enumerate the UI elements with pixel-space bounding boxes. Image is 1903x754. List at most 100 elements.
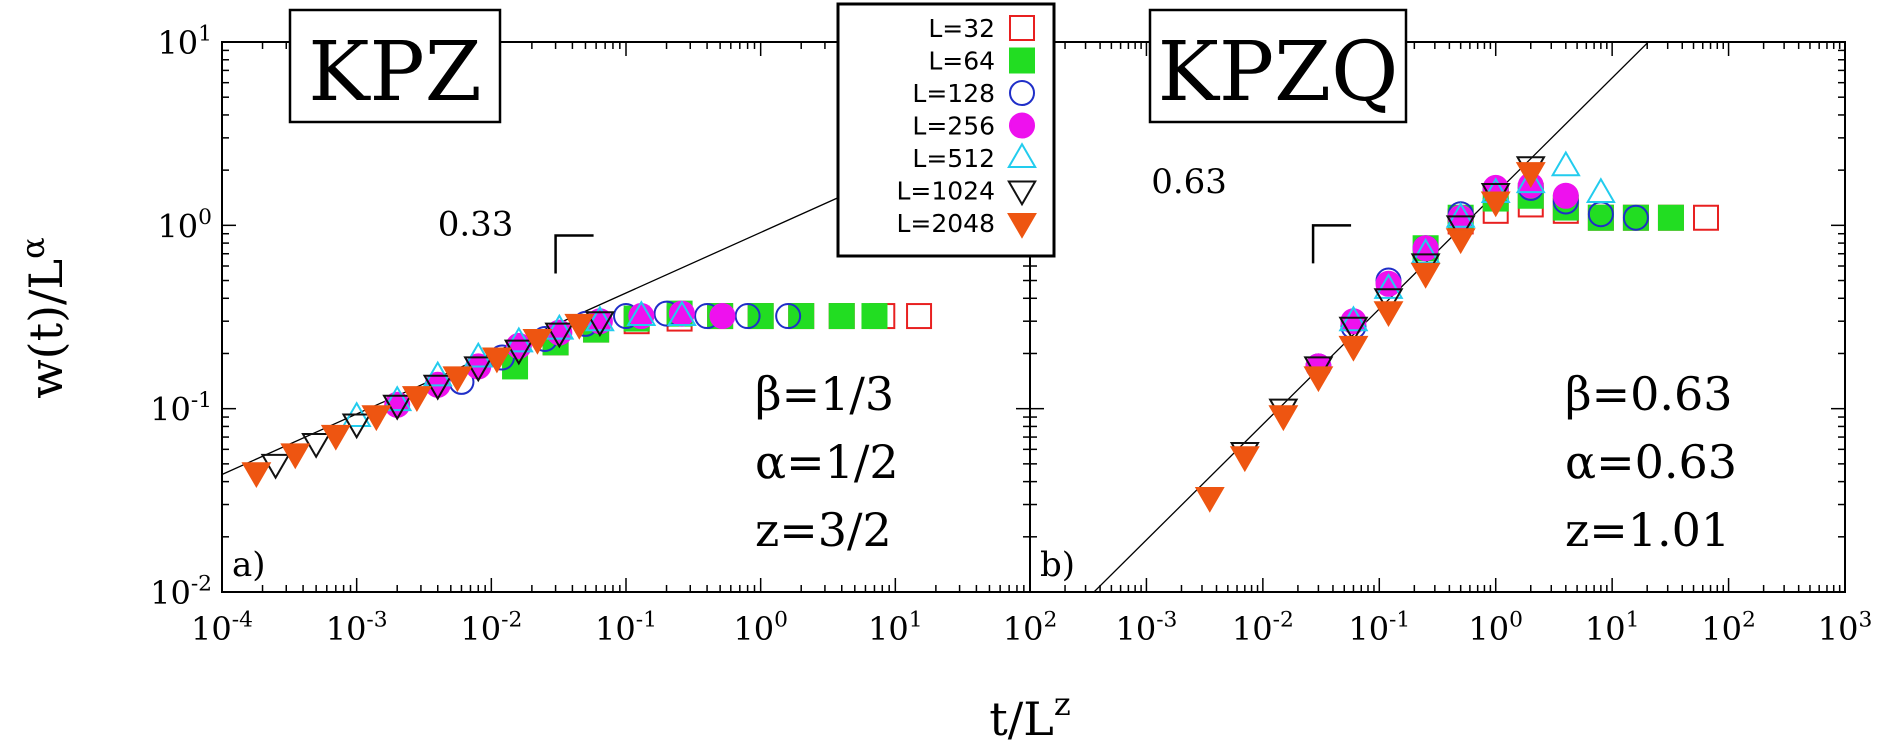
data-point [906, 303, 933, 330]
y-tick-label-a-base: 10 [157, 207, 198, 245]
param-a-2: z=3/2 [755, 503, 892, 557]
x-tick-label-b: 102 [1701, 608, 1756, 648]
data-point [1410, 262, 1441, 289]
panel-title-b: KPZQ [1158, 25, 1399, 120]
x-tick-label-a-exp: -2 [501, 608, 522, 633]
param-b-1: α=0.63 [1565, 435, 1737, 489]
x-tick-label-a-base: 10 [733, 610, 774, 648]
y-tick-label-a: 101 [157, 22, 212, 62]
data-point [668, 300, 695, 327]
x-axis-label-sup: z [1054, 685, 1071, 723]
y-axis-label-sup: α [14, 237, 52, 259]
data-point [481, 347, 512, 374]
legend-marker [1009, 15, 1035, 41]
panel-b-frame [1029, 41, 1846, 593]
data-point [788, 303, 815, 330]
param-b-2: z=1.01 [1565, 503, 1730, 557]
x-tick-label-a: 10-4 [191, 608, 253, 648]
data-point [320, 424, 351, 451]
data-point [1550, 150, 1581, 177]
series-a-L-2048 [241, 313, 595, 489]
data-point [1373, 273, 1404, 299]
panel-title-box-b [1148, 8, 1408, 124]
slope-marker-b [1311, 224, 1352, 264]
data-point [401, 386, 432, 412]
x-tick-label-b-exp: -2 [1273, 608, 1294, 633]
legend-marker [1007, 142, 1037, 168]
y-tick-label-a-exp: 0 [198, 205, 212, 230]
x-tick-label-b-exp: 0 [1509, 608, 1523, 633]
x-axis-label: t/Lz [989, 685, 1070, 746]
y-tick-label-a-exp: 1 [198, 22, 212, 47]
legend-label: L=1024 [897, 177, 996, 206]
x-tick-label-b-exp: 3 [1858, 608, 1872, 633]
y-tick-label-a: 10-1 [150, 388, 212, 428]
legend-label: L=256 [912, 112, 995, 141]
x-axis-label-base: t/L [989, 692, 1054, 746]
slope-marker-a [554, 234, 594, 274]
y-tick-label-a: 10-2 [150, 572, 212, 612]
panel-b: 10-3 10-2 10-1 100 101 102 1030.63KPZQβ=0.63α=… [1029, 8, 1873, 648]
plot-area-a [222, 110, 1030, 489]
data-point [1338, 316, 1369, 343]
legend-label: L=2048 [897, 209, 996, 238]
panel-label-a: a) [232, 545, 266, 585]
x-tick-label-b-base: 10 [1348, 610, 1389, 648]
data-point [301, 432, 332, 459]
data-point [463, 341, 494, 368]
x-tick-label-b-base: 10 [1701, 610, 1742, 648]
data-point [1338, 305, 1369, 332]
x-tick-label-a-exp: 1 [909, 608, 923, 633]
data-point [1410, 237, 1441, 264]
x-tick-label-b-exp: 2 [1742, 608, 1756, 633]
data-point [584, 311, 615, 337]
panel-title-box-a [288, 8, 502, 124]
data-point [584, 305, 615, 332]
x-tick-label-a-base: 10 [1003, 610, 1044, 648]
data-point [1338, 335, 1369, 362]
param-b-0: β=0.63 [1565, 367, 1733, 421]
panel-label-b: b) [1040, 545, 1075, 585]
data-point [422, 360, 453, 387]
data-point [1445, 215, 1476, 242]
data-point [861, 303, 888, 330]
param-a-0: β=1/3 [755, 367, 894, 421]
x-tick-label-b: 103 [1818, 608, 1873, 648]
legend-label: L=32 [928, 14, 995, 43]
y-tick-label-a-exp: -1 [191, 388, 212, 413]
legend-items: L=32 L=64 L=128 L=256 L=512 L=1024 L=2048 [897, 14, 1037, 239]
y-tick-label-a-base: 10 [150, 391, 191, 429]
x-tick-label-a: 10-2 [460, 608, 522, 648]
x-tick-label-b-base: 10 [1115, 610, 1156, 648]
data-point [1229, 446, 1260, 473]
data-point [1445, 228, 1476, 255]
x-tick-label-b-exp: 1 [1626, 608, 1640, 633]
data-point [1373, 288, 1404, 315]
data-point [522, 328, 553, 355]
data-point [544, 322, 575, 349]
legend: L=32 L=64 L=128 L=256 L=512 L=1024 L=2048 [836, 2, 1056, 258]
x-tick-label-a: 101 [868, 608, 923, 648]
data-point [1552, 182, 1579, 209]
data-point [463, 356, 494, 383]
data-point [1373, 301, 1404, 328]
data-point [260, 453, 291, 480]
slope-label-b: 0.63 [1151, 162, 1227, 202]
x-tick-label-a-base: 10 [868, 610, 909, 648]
y-axis-label-base: w(t)/L [19, 259, 73, 399]
series-a-L-1024 [260, 311, 615, 480]
x-tick-label-a-base: 10 [595, 610, 636, 648]
data-point [1480, 191, 1511, 218]
panel-b-marks: 10-3 10-2 10-1 100 101 102 1030.63KPZQβ=0.63α=… [1029, 8, 1873, 648]
legend-label: L=128 [912, 79, 995, 108]
x-tick-label-a-exp: -1 [636, 608, 657, 633]
data-point [734, 303, 761, 330]
data-point [709, 303, 736, 330]
legend-marker [1009, 112, 1035, 139]
x-tick-label-a: 102 [1003, 608, 1058, 648]
data-point [1622, 204, 1649, 231]
data-point [775, 303, 802, 330]
x-tick-label-a: 10-1 [595, 608, 657, 648]
series-b-L-2048 [1194, 162, 1546, 513]
x-tick-label-a-exp: -3 [366, 608, 387, 633]
